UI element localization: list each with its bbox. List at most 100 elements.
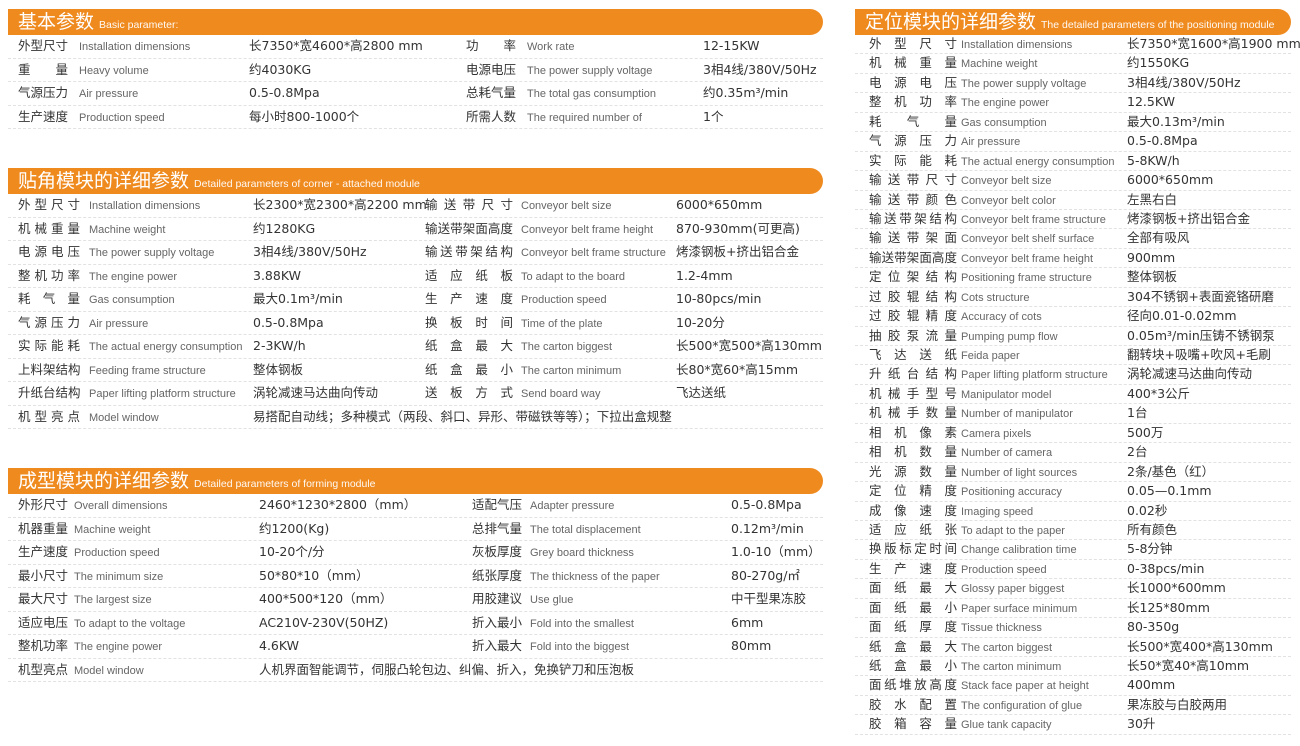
table-row: 光源数量 Number of light sources 2条/基色（红） [855,463,1291,483]
param-name-en: The engine power [89,270,178,283]
param-name-en: The total displacement [530,523,641,536]
param-name-en: Conveyor belt shelf surface [961,233,1095,246]
param-value: 0.5-0.8Mpa [253,314,324,330]
param-value: 80mm [731,638,772,653]
param-value: 易搭配自动线；多种模式（两段、斜口、异形、带磁铁等等）；下拉出盒规整 [253,408,672,424]
table-row: 定位架结构 Positioning frame structure 整体钢板 [855,268,1291,288]
param-name-cn: 灰板厚度 [472,544,523,559]
param-name-en: The largest size [74,594,152,606]
param-name-cn: 面纸最小 [869,599,970,615]
param-value: 长7350*宽1600*高1900 mm [1127,36,1300,51]
table-row: 适应纸张 To adapt to the paper 所有颜色 [855,521,1291,541]
param-name-cn: 气源压力 [869,133,970,149]
param-name-en: Accuracy of cots [961,311,1042,324]
param-name-cn: 输送带架面高度 [425,220,514,236]
table-row: 输送带颜色 Conveyor belt color 左黑右白 [855,191,1291,210]
param-name-cn: 机械重量 [869,55,970,71]
param-name-cn: 纸盒最大 [425,338,526,353]
param-value: 400*500*120（mm） [259,591,393,606]
param-name-en: Feida paper [961,350,1020,362]
param-value: 中干型果冻胶 [731,591,807,606]
param-name-en: Fold into the biggest [530,641,630,653]
param-name-cn: 相机数量 [869,444,970,460]
param-name-en: Fold into the smallest [530,617,634,630]
param-value: 0.5-0.8Mpa [1127,133,1198,149]
param-name-en: The total gas consumption [527,88,657,100]
param-name-cn: 输送带架面 [869,230,964,246]
param-value: 约0.35m³/min [703,85,789,100]
param-name-en: Number of manipulator [961,408,1073,421]
param-name-cn: 胶水配置 [869,696,970,712]
param-name-cn: 耗气量 [18,291,93,306]
table-row: 机械手数量 Number of manipulator 1台 [855,404,1291,424]
param-name-cn: 飞达送纸 [869,347,970,362]
table-row: 电源电压 The power supply voltage 3相4线/380V/50… [8,241,823,265]
section-banner: 成型模块的详细参数 Detailed parameters of forming … [8,468,823,494]
table-row: 机型亮点 Model window 易搭配自动线；多种模式（两段、斜口、异形、带磁铁… [8,406,823,429]
param-value: AC210V-230V(50HZ) [259,614,389,630]
param-value: 2条/基色（红） [1127,463,1215,479]
table-row: 重 量 Heavy volume 约4030KG 电源电压 The power supp… [8,59,823,82]
param-name-cn: 定位架结构 [869,269,964,285]
table-row: 适应电压 To adapt to the voltage AC210V-230V(5… [8,612,823,635]
param-name-en: The engine power [961,97,1050,110]
param-value: 80-270g/㎡ [731,567,800,583]
param-name-cn: 总排气量 [472,520,523,536]
param-value: 1个 [703,108,724,124]
param-value: 烤漆钢板+挤出铝合金 [1127,210,1250,226]
param-name-en: The power supply voltage [89,247,215,259]
param-value: 约4030KG [249,61,312,77]
section-subtitle: Basic parameter: [99,19,179,31]
param-name-en: Glue tank capacity [961,719,1052,732]
table-row: 耗气量 Gas consumption 最大0.13m³/min [855,113,1291,133]
param-value: 0.05—0.1mm [1127,483,1212,499]
table-row: 抽胶泵流量 Pumping pump flow 0.05m³/min压铸不锈钢泵 [855,327,1291,346]
param-name-cn: 外型尺寸 [18,197,84,212]
param-value: 3.88KW [253,267,301,283]
param-name-cn: 输送带尺寸 [869,172,964,188]
table-row: 纸盒最小 The carton minimum 长50*宽40*高10mm [855,657,1291,677]
table-row: 整机功率 The engine power 12.5KW [855,93,1291,113]
param-name-en: Machine weight [74,523,151,536]
table-row: 最大尺寸 The largest size 400*500*120（mm） 用胶建议 U… [8,588,823,612]
table-row: 气源压力 Air pressure 0.5-0.8Mpa 换板时间 Time of th… [8,312,823,335]
param-name-cn: 机械手型号 [869,385,964,401]
param-name-cn: 换板时间 [425,314,526,330]
param-name-en: Conveyor belt frame structure [961,213,1106,226]
table-row: 电源电压 The power supply voltage 3相4线/380V/50… [855,74,1291,94]
param-name-en: Gas consumption [961,116,1047,129]
table-row: 相机数量 Number of camera 2台 [855,443,1291,463]
param-name-cn: 输送带架结构 [425,244,516,259]
param-name-cn: 功 率 [466,38,517,53]
param-name-cn: 电源电压 [18,244,84,259]
param-value: 长500*宽500*高130mm [676,338,822,353]
param-value: 翻转块+吸嘴+吹风+毛刷 [1127,347,1271,362]
table-row: 纸盒最大 The carton biggest 长500*宽400*高130mm [855,638,1291,657]
param-value: 0.02秒 [1127,502,1168,518]
table-row: 生产速度 Production speed 每小时800-1000个 所需人数 The … [8,106,823,129]
param-name-en: Machine weight [961,58,1038,71]
param-name-en: The thickness of the paper [530,570,660,583]
param-name-en: Conveyor belt frame structure [521,247,666,259]
param-name-cn: 纸盒最大 [869,638,970,654]
param-name-cn: 总耗气量 [466,85,517,100]
param-name-en: To adapt to the board [521,270,625,283]
param-name-en: Camera pixels [961,427,1032,440]
param-name-cn: 耗气量 [869,113,983,129]
param-name-en: To adapt to the voltage [74,617,186,630]
param-value: 约1280KG [253,220,316,236]
table-row: 上料架结构 Feeding frame structure 整体钢板 纸盒最小 The … [8,359,823,382]
param-name-en: Change calibration time [961,544,1077,557]
param-value: 长1000*600mm [1127,580,1226,596]
table-row: 实际能耗 The actual energy consumption 5-8KW/h [855,152,1291,172]
param-name-en: Time of the plate [521,317,603,330]
param-name-cn: 机器重量 [18,520,69,536]
param-name-cn: 机型亮点 [18,661,69,677]
param-name-en: The actual energy consumption [89,341,243,353]
table-row: 整机功率 The engine power 4.6KW 折入最大 Fold into t… [8,635,823,659]
param-value: 约1550KG [1127,55,1190,71]
param-name-cn: 上料架结构 [18,361,81,377]
param-name-en: Model window [89,411,159,424]
param-value: 10-20分 [676,314,725,330]
param-name-en: Paper lifting platform structure [961,369,1108,382]
